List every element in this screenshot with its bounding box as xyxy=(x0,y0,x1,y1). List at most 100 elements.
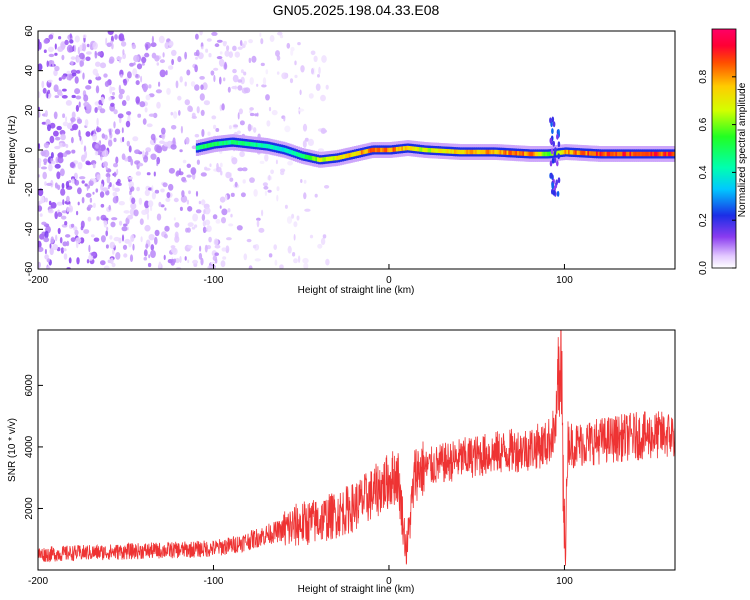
spectrogram-noise-cell xyxy=(172,111,178,119)
spectrogram-noise-cell xyxy=(54,43,57,50)
spectrogram-noise-cell xyxy=(181,176,187,182)
spectrogram-noise-cell xyxy=(63,253,68,260)
spectrogram-noise-cell xyxy=(161,127,166,135)
spectrogram-noise-cell xyxy=(57,156,64,164)
spectrogram-noise-cell xyxy=(215,219,221,224)
spectrogram-noise-cell xyxy=(240,192,246,198)
spectrogram-noise-cell xyxy=(140,236,143,243)
spectrogram-ridge-cell xyxy=(613,151,616,157)
spectrogram-burst-cell xyxy=(550,148,554,155)
spectrogram-noise-cell xyxy=(94,52,98,59)
spectrogram-noise-cell xyxy=(87,204,93,209)
spectrogram-noise-cell xyxy=(79,44,83,52)
spectrogram-noise-cell xyxy=(159,59,165,64)
spectrogram-noise-cell xyxy=(118,33,125,41)
spectrogram-noise-cell xyxy=(150,42,157,48)
spectrogram-noise-cell xyxy=(145,94,151,101)
spectrogram-ridge-cell xyxy=(199,145,202,150)
spectrogram-noise-cell xyxy=(144,224,151,232)
spectrogram-noise-cell xyxy=(253,127,257,133)
spectrogram-noise-cell xyxy=(122,136,125,143)
spectrogram-noise-cell xyxy=(100,214,107,221)
spectrogram-ridge-cell xyxy=(515,151,518,156)
spectrogram-noise-cell xyxy=(200,84,204,90)
spectrogram-ridge-cell xyxy=(278,146,281,151)
spectrogram-ridge-cell xyxy=(390,147,393,152)
spectrogram-noise-cell xyxy=(147,200,154,208)
spectrogram-ridge-cell xyxy=(604,151,607,157)
spectrogram-noise-cell xyxy=(41,121,47,125)
spectrogram-noise-cell xyxy=(230,213,233,218)
spectrogram-y-tick-label: 20 xyxy=(24,104,35,116)
spectrogram-noise-cell xyxy=(210,70,215,76)
spectrogram-noise-cell xyxy=(43,142,50,149)
spectrogram-noise-cell xyxy=(124,157,129,162)
spectrogram-burst-cell xyxy=(551,116,555,123)
spectrogram-ridge-cell xyxy=(569,150,572,155)
spectrogram-noise-cell xyxy=(79,60,85,67)
spectrogram-noise-cell xyxy=(200,257,204,266)
spectrogram-noise-cell xyxy=(39,200,43,205)
spectrogram-noise-cell xyxy=(54,95,60,99)
spectrogram-burst-cell xyxy=(557,177,561,184)
spectrogram-noise-cell xyxy=(85,85,92,90)
spectrogram-noise-cell xyxy=(276,194,279,202)
spectrogram-noise-cell xyxy=(79,176,86,180)
spectrogram-ridge-cell xyxy=(329,156,332,161)
spectrogram-ridge-cell xyxy=(327,156,330,162)
spectrogram-ridge-cell xyxy=(592,151,595,156)
spectrogram-ridge-cell xyxy=(332,156,335,161)
spectrogram-ridge-cell xyxy=(546,151,550,157)
spectrogram-noise-cell xyxy=(54,182,58,189)
spectrogram-ridge-cell xyxy=(453,149,457,154)
spectrogram-ridge-cell xyxy=(310,155,313,161)
spectrogram-noise-cell xyxy=(66,195,70,203)
spectrogram-noise-cell xyxy=(66,73,73,81)
spectrogram-noise-cell xyxy=(163,141,170,147)
spectrogram-noise-cell xyxy=(117,182,122,186)
spectrogram-ridge-cell xyxy=(457,149,460,155)
spectrogram-ridge-cell xyxy=(401,146,404,151)
spectrogram-noise-cell xyxy=(126,140,130,147)
spectrogram-noise-cell xyxy=(105,166,108,171)
spectrogram-noise-cell xyxy=(42,171,47,180)
spectrogram-ridge-cell xyxy=(632,151,636,157)
spectrogram-noise-cell xyxy=(52,60,55,68)
spectrogram-x-tick-label: 0 xyxy=(386,275,392,286)
spectrogram-noise-cell xyxy=(53,69,58,77)
spectrogram-noise-cell xyxy=(271,109,278,116)
spectrogram-noise-cell xyxy=(38,174,41,178)
spectrogram-noise-cell xyxy=(192,213,199,222)
spectrogram-noise-cell xyxy=(171,58,175,66)
spectrogram-burst-cell xyxy=(549,160,553,167)
spectrogram-ridge-cell xyxy=(552,151,555,156)
spectrogram-noise-cell xyxy=(304,208,311,212)
spectrogram-ridge-cell xyxy=(438,148,441,153)
spectrogram-noise-cell xyxy=(211,31,218,36)
spectrogram-noise-cell xyxy=(110,221,116,228)
spectrogram-noise-cell xyxy=(71,149,76,154)
spectrogram-noise-cell xyxy=(77,162,83,170)
spectrogram-noise-cell xyxy=(158,201,162,207)
spectrogram-noise-cell xyxy=(199,31,203,36)
spectrogram-noise-cell xyxy=(212,214,218,220)
spectrogram-noise-cell xyxy=(130,158,134,166)
spectrogram-ridge-cell xyxy=(608,151,611,157)
spectrogram-ridge-cell xyxy=(525,151,528,156)
spectrogram-ridge-cell xyxy=(529,151,532,157)
spectrogram-noise-cell xyxy=(43,162,47,165)
spectrogram-noise-cell xyxy=(38,111,41,118)
spectrogram-ridge-cell xyxy=(317,157,320,162)
spectrogram-noise-cell xyxy=(221,217,226,224)
spectrogram-noise-cell xyxy=(38,63,43,71)
spectrogram-noise-cell xyxy=(56,171,61,180)
spectrogram-ridge-cell xyxy=(627,151,630,157)
spectrogram-noise-cell xyxy=(156,101,161,109)
spectrogram-noise-cell xyxy=(38,188,44,197)
spectrogram-noise-cell xyxy=(118,116,122,124)
spectrogram-noise-cell xyxy=(294,60,297,66)
snr-ylabel: SNR (10 * v/v) xyxy=(7,418,18,482)
spectrogram-noise-cell xyxy=(132,243,135,251)
snr-xlabel: Height of straight line (km) xyxy=(298,584,415,595)
spectrogram-ridge-cell xyxy=(534,151,537,157)
